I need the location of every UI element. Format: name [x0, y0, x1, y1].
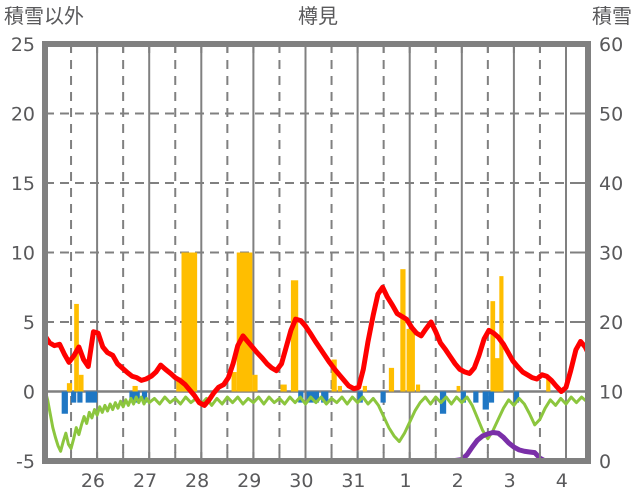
- page-title: 樽見: [298, 4, 338, 28]
- x-axis-tick-labels: 26 27 28 29 30 31 1 2 3 4: [81, 470, 568, 492]
- left-axis-tick-label: 5: [23, 312, 35, 334]
- right-axis-tick-labels: 0 10 20 30 40 50 60: [599, 34, 623, 473]
- right-axis-tick-label: 40: [599, 173, 623, 195]
- x-axis-tick-label: 2: [452, 470, 464, 492]
- secondary-line: [43, 388, 590, 453]
- right-axis-tick-label: 50: [599, 104, 623, 126]
- x-axis-tick-label: 1: [399, 470, 411, 492]
- right-axis-unit-label: 積雪: [592, 4, 632, 28]
- x-axis-tick-label: 26: [81, 470, 105, 492]
- axis-ticks: [45, 44, 588, 461]
- x-axis-tick-label: 30: [289, 470, 313, 492]
- x-axis-tick-label: 31: [341, 470, 365, 492]
- left-axis-tick-label: 25: [11, 34, 35, 56]
- left-axis-tick-label: 20: [11, 104, 35, 126]
- right-axis-tick-label: 0: [599, 451, 611, 473]
- x-axis-tick-label: 27: [133, 470, 157, 492]
- left-axis-tick-labels: -5 0 5 10 15 20 25: [11, 34, 35, 473]
- x-axis-tick-label: 28: [185, 470, 209, 492]
- left-axis-tick-label: 0: [23, 382, 35, 404]
- right-axis-tick-label: 30: [599, 243, 623, 265]
- left-axis-tick-label: 10: [11, 243, 35, 265]
- left-axis-tick-label: 15: [11, 173, 35, 195]
- precipitation-bars: [66, 252, 551, 392]
- temperature-line: [42, 284, 591, 408]
- left-axis-tick-label: -5: [16, 451, 35, 473]
- right-axis-tick-label: 60: [599, 34, 623, 56]
- right-axis-tick-label: 20: [599, 312, 623, 334]
- right-axis-tick-label: 10: [599, 382, 623, 404]
- x-axis-tick-label: 3: [504, 470, 516, 492]
- x-axis-tick-label: 4: [556, 470, 568, 492]
- snowdepth-line: [42, 430, 591, 464]
- x-axis-tick-label: 29: [237, 470, 261, 492]
- left-axis-unit-label: 積雪以外: [4, 4, 84, 28]
